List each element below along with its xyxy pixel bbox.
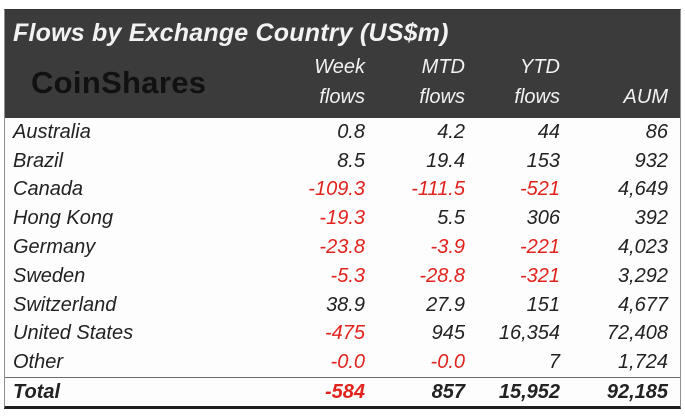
country-label: United States (13, 322, 134, 345)
table-row-brazil: Brazil 8.5 19.4 153 932 (5, 147, 680, 176)
total-ytd-flows-value: 15,952 (498, 380, 560, 403)
mtd-flows-value: 4.2 (437, 120, 465, 143)
mtd-flows-value: -3.9 (430, 236, 465, 259)
mtd-flows-value: 19.4 (426, 149, 465, 172)
ytd-flows-value: -221 (519, 236, 560, 259)
table-row-other: Other -0.0 -0.0 7 1,724 (5, 348, 680, 377)
week-flows-value: -475 (324, 322, 365, 345)
column-header-mtd-flows: flows (419, 85, 465, 108)
column-header-week: Week (314, 55, 365, 78)
table-title: Flows by Exchange Country (US$m) (13, 19, 449, 47)
column-header-area: CoinShares Week MTD YTD flows flows flow… (5, 50, 680, 116)
coinshares-logo: CoinShares (31, 65, 207, 100)
total-aum-value: 92,185 (606, 380, 668, 403)
table-row-switzerland: Switzerland 38.9 27.9 151 4,677 (5, 291, 680, 320)
table-body: Australia 0.8 4.2 44 86 Brazil 8.5 19.4 … (5, 118, 680, 406)
mtd-flows-value: -28.8 (419, 264, 465, 287)
week-flows-value: -19.3 (319, 207, 365, 230)
table-header: Flows by Exchange Country (US$m) CoinSha… (5, 10, 680, 118)
aum-value: 86 (645, 120, 668, 143)
ytd-flows-value: -521 (519, 178, 560, 201)
ytd-flows-value: 7 (548, 351, 560, 374)
country-label: Switzerland (13, 293, 117, 316)
total-week-flows-value: -584 (324, 380, 365, 403)
aum-value: 4,649 (617, 178, 668, 201)
table-row-united-states: United States -475 945 16,354 72,408 (5, 320, 680, 349)
table-row-sweden: Sweden -5.3 -28.8 -321 3,292 (5, 262, 680, 291)
column-header-ytd: YTD (520, 55, 560, 78)
country-label: Sweden (13, 264, 86, 287)
week-flows-value: -5.3 (330, 264, 365, 287)
aum-value: 72,408 (606, 322, 668, 345)
table-row-canada: Canada -109.3 -111.5 -521 4,649 (5, 176, 680, 205)
aum-value: 4,023 (617, 236, 668, 259)
column-header-row-1: Week MTD YTD (5, 52, 680, 82)
mtd-flows-value: -0.0 (430, 351, 465, 374)
flows-table: Flows by Exchange Country (US$m) CoinSha… (4, 9, 681, 409)
ytd-flows-value: 16,354 (498, 322, 560, 345)
ytd-flows-value: 44 (537, 120, 560, 143)
column-header-week-flows: flows (319, 85, 365, 108)
mtd-flows-value: 27.9 (426, 293, 465, 316)
country-label: Other (13, 351, 64, 374)
week-flows-value: 8.5 (337, 149, 365, 172)
week-flows-value: -0.0 (330, 351, 365, 374)
country-label: Brazil (13, 149, 64, 172)
table-row-hong-kong: Hong Kong -19.3 5.5 306 392 (5, 204, 680, 233)
country-label: Hong Kong (13, 207, 114, 230)
week-flows-value: -23.8 (319, 236, 365, 259)
total-label: Total (13, 380, 61, 403)
ytd-flows-value: -321 (519, 264, 560, 287)
aum-value: 4,677 (617, 293, 668, 316)
country-label: Australia (13, 120, 91, 143)
total-mtd-flows-value: 857 (431, 380, 465, 403)
table-row-australia: Australia 0.8 4.2 44 86 (5, 118, 680, 147)
column-header-row-2: flows flows flows AUM (5, 82, 680, 112)
mtd-flows-value: -111.5 (411, 178, 465, 201)
column-header-aum: AUM (623, 85, 668, 108)
aum-value: 1,724 (617, 351, 668, 374)
country-label: Germany (13, 236, 96, 259)
table-row-germany: Germany -23.8 -3.9 -221 4,023 (5, 233, 680, 262)
ytd-flows-value: 151 (526, 293, 560, 316)
aum-value: 392 (634, 207, 668, 230)
week-flows-value: 0.8 (337, 120, 365, 143)
mtd-flows-value: 5.5 (437, 207, 465, 230)
column-header-ytd-flows: flows (514, 85, 560, 108)
table-row-total: Total -584 857 15,952 92,185 (5, 377, 680, 406)
mtd-flows-value: 945 (431, 322, 465, 345)
column-header-mtd: MTD (421, 55, 465, 78)
ytd-flows-value: 306 (526, 207, 560, 230)
country-label: Canada (13, 178, 84, 201)
aum-value: 3,292 (617, 264, 668, 287)
week-flows-value: 38.9 (326, 293, 365, 316)
aum-value: 932 (634, 149, 668, 172)
week-flows-value: -109.3 (308, 178, 365, 201)
ytd-flows-value: 153 (526, 149, 560, 172)
